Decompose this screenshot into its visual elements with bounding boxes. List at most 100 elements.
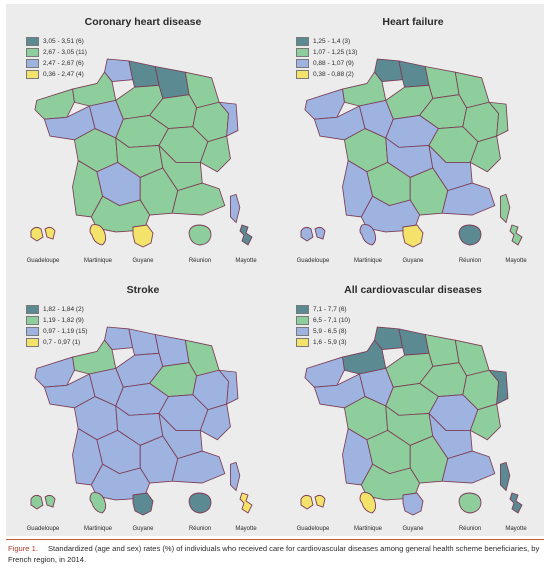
overseas-1 xyxy=(359,224,377,246)
overseas-label: Réunion xyxy=(189,258,211,264)
legend-item: 2,47 - 2,67 (6) xyxy=(26,58,87,68)
overseas-shape xyxy=(458,224,482,246)
map-panel-coronary: Coronary heart disease 3,05 - 3,51 (6) 2… xyxy=(12,12,274,274)
region-1 xyxy=(398,328,430,356)
overseas-label: Réunion xyxy=(459,258,481,264)
overseas-shape xyxy=(509,224,523,246)
overseas-2 xyxy=(402,492,424,516)
legend-item: 0,7 - 0,97 (1) xyxy=(26,337,87,347)
region-0 xyxy=(374,58,404,82)
overseas-0 xyxy=(300,226,326,242)
overseas-shape xyxy=(359,492,377,514)
region-4 xyxy=(342,71,387,107)
region-9 xyxy=(488,101,509,137)
region-1 xyxy=(398,60,430,88)
region-5 xyxy=(34,88,75,120)
region-21 xyxy=(171,450,226,484)
legend-item: 5,9 - 6,5 (8) xyxy=(296,326,350,336)
region-14 xyxy=(199,135,231,173)
overseas-shape xyxy=(402,492,424,516)
overseas-label: Mayotte xyxy=(505,258,527,264)
legend: 3,05 - 3,51 (6) 2,67 - 3,05 (11) 2,47 - … xyxy=(26,36,87,80)
overseas-2 xyxy=(132,224,154,248)
overseas-label: Réunion xyxy=(189,526,211,532)
overseas-label: Mayotte xyxy=(235,526,257,532)
map-panel-all-cardiovascular: All cardiovascular diseases 7,1 - 7,7 (6… xyxy=(282,280,544,542)
overseas-shape xyxy=(359,224,377,246)
legend-swatch xyxy=(26,69,39,79)
region-14 xyxy=(199,403,231,441)
region-4 xyxy=(72,339,117,375)
map-panel-stroke: Stroke 1,82 - 1,84 (2) 1,19 - 1,82 (9) 0… xyxy=(12,280,274,542)
region-1 xyxy=(128,328,160,356)
overseas-label: Guadeloupe xyxy=(27,526,60,532)
overseas-label: Martinique xyxy=(84,526,113,532)
overseas-0 xyxy=(300,494,326,510)
region-0 xyxy=(104,58,134,82)
overseas-3 xyxy=(458,224,482,246)
legend: 1,82 - 1,84 (2) 1,19 - 1,82 (9) 0,97 - 1… xyxy=(26,304,87,348)
figure-caption: Figure 1. Standardized (age and sex) rate… xyxy=(8,543,542,565)
choropleth-map: Guadeloupe Martinique Guyane Réunion Mayotte xyxy=(27,326,257,532)
overseas-2 xyxy=(132,492,154,516)
overseas-1 xyxy=(89,224,107,246)
legend-swatch xyxy=(296,69,309,79)
panel-title: Coronary heart disease xyxy=(84,16,202,28)
caption-rule xyxy=(6,539,544,540)
overseas-1 xyxy=(359,492,377,514)
figure: Coronary heart disease 3,05 - 3,51 (6) 2… xyxy=(6,4,544,536)
legend-swatch xyxy=(296,47,309,57)
legend-swatch xyxy=(26,304,39,314)
caption-label: Figure 1. xyxy=(8,544,38,553)
overseas-0 xyxy=(30,494,56,510)
overseas-shape xyxy=(188,492,212,514)
overseas-shape xyxy=(300,226,326,242)
region-9 xyxy=(218,101,239,137)
caption-text: Standardized (age and sex) rates (%) of … xyxy=(8,544,540,564)
region-9 xyxy=(218,369,239,405)
legend-swatch xyxy=(26,58,39,68)
overseas-3 xyxy=(458,492,482,514)
legend-swatch xyxy=(26,36,39,46)
region-21 xyxy=(171,182,226,216)
region-4 xyxy=(72,71,117,107)
overseas-1 xyxy=(89,492,107,514)
legend-swatch xyxy=(296,58,309,68)
panel-title: Stroke xyxy=(126,284,160,296)
overseas-shape xyxy=(89,224,107,246)
overseas-label: Guyane xyxy=(402,258,424,264)
overseas-label: Mayotte xyxy=(235,258,257,264)
overseas-3 xyxy=(188,492,212,514)
region-corsica xyxy=(500,461,511,492)
legend-swatch xyxy=(26,326,39,336)
overseas-label: Guadeloupe xyxy=(27,258,60,264)
region-corsica xyxy=(230,193,241,224)
overseas-shape xyxy=(30,226,56,242)
legend: 7,1 - 7,7 (6) 6,5 - 7,1 (10) 5,9 - 6,5 (… xyxy=(296,304,350,348)
legend-swatch xyxy=(26,337,39,347)
region-21 xyxy=(441,182,496,216)
legend-item: 1,6 - 5,9 (3) xyxy=(296,337,350,347)
legend-swatch xyxy=(296,304,309,314)
overseas-shape xyxy=(30,494,56,510)
map-panel-heart-failure: Heart failure 1,25 - 1,4 (3) 1,07 - 1,25… xyxy=(282,12,544,274)
legend-swatch xyxy=(296,315,309,325)
overseas-4 xyxy=(239,492,253,514)
region-5 xyxy=(34,356,75,388)
region-corsica xyxy=(500,193,511,224)
choropleth-map: Guadeloupe Martinique Guyane Réunion Mayotte xyxy=(27,58,257,264)
legend-item: 1,82 - 1,84 (2) xyxy=(26,304,87,314)
region-corsica xyxy=(230,461,241,492)
legend-swatch xyxy=(26,315,39,325)
choropleth-map: Guadeloupe Martinique Guyane Réunion Mayotte xyxy=(297,326,527,532)
overseas-shape xyxy=(132,224,154,248)
legend-item: 6,5 - 7,1 (10) xyxy=(296,315,350,325)
legend-item: 0,38 - 0,88 (2) xyxy=(296,69,357,79)
region-5 xyxy=(304,88,345,120)
overseas-label: Martinique xyxy=(354,526,383,532)
overseas-shape xyxy=(239,224,253,246)
legend-item: 0,88 - 1,07 (9) xyxy=(296,58,357,68)
legend-item: 0,97 - 1,19 (15) xyxy=(26,326,87,336)
overseas-4 xyxy=(509,224,523,246)
overseas-shape xyxy=(239,492,253,514)
